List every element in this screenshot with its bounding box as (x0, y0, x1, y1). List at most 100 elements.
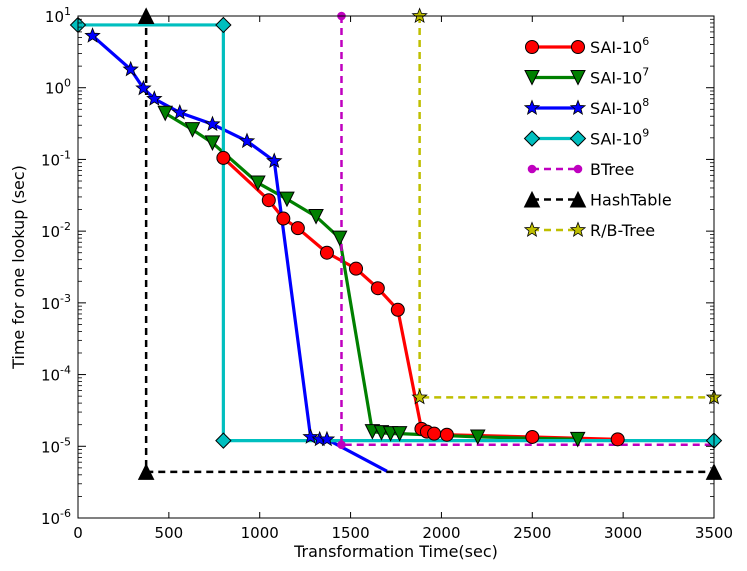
x-tick-label: 0 (73, 524, 83, 542)
x-tick-label: 3000 (604, 524, 642, 542)
legend-marker-6 (569, 221, 587, 237)
legend-marker-2 (569, 99, 587, 115)
data-point-6-1 (411, 388, 428, 405)
legend-marker-3 (569, 130, 587, 147)
data-point-1-6 (331, 230, 348, 247)
data-point-1-5 (308, 209, 324, 225)
y-tick-exponent: 1 (64, 5, 71, 18)
series-line-5 (144, 16, 714, 474)
x-tick-label: 2500 (513, 524, 551, 542)
data-point-0-2 (276, 211, 291, 226)
data-point-6-0 (411, 7, 428, 23)
plot-frame (77, 15, 715, 519)
data-point-1-10 (391, 426, 408, 442)
x-tick-label: 1000 (241, 524, 279, 542)
data-point-0-13 (610, 432, 625, 447)
legend-marker-5 (523, 190, 541, 208)
y-tick-exponent: -1 (60, 148, 71, 161)
legend-marker-0 (571, 40, 585, 54)
y-tick-label: 10-6 (41, 507, 71, 528)
data-point-2-2 (135, 79, 152, 96)
legend-marker-6 (523, 221, 541, 237)
y-tick-base: 10 (41, 367, 60, 385)
data-point-3-2 (215, 432, 232, 449)
series-line-3 (78, 23, 714, 443)
data-point-0-5 (349, 261, 364, 276)
data-point-2-0 (84, 27, 101, 43)
y-tick-exponent: 0 (64, 77, 71, 90)
y-tick-label: 10-5 (41, 435, 71, 456)
legend-marker-4 (527, 164, 537, 174)
y-tick-exponent: -6 (60, 507, 71, 520)
y-tick-label: 100 (45, 77, 71, 98)
legend-marker-3 (523, 130, 541, 147)
data-point-1-11 (469, 429, 486, 446)
y-tick-exponent: -4 (60, 364, 71, 377)
legend-marker-5 (569, 190, 587, 208)
data-point-2-7 (266, 152, 283, 168)
x-tick-label: 3500 (695, 524, 733, 542)
y-tick-base: 10 (41, 223, 60, 241)
y-tick-label: 101 (45, 5, 71, 26)
legend-label-0: SAI-106 (590, 35, 649, 57)
legend-label-4: BTree (590, 160, 634, 179)
y-tick-base: 10 (45, 8, 64, 26)
data-point-1-2 (204, 135, 221, 152)
data-point-0-1 (261, 193, 276, 208)
y-tick-label: 10-2 (41, 220, 71, 241)
data-point-0-0 (216, 150, 231, 165)
marker-layer (69, 7, 723, 480)
y-tick-base: 10 (41, 151, 60, 169)
y-tick-label: 10-4 (41, 364, 71, 385)
data-point-2-1 (122, 60, 139, 77)
legend-label-2: SAI-108 (590, 96, 649, 118)
x-tick-label: 1500 (331, 524, 369, 542)
y-tick-label: 10-1 (41, 148, 71, 169)
legend-marker-1 (570, 70, 586, 86)
data-point-4-1 (337, 440, 346, 450)
legend-marker-2 (523, 99, 541, 115)
y-tick-base: 10 (45, 80, 64, 98)
y-axis-label: Time for one lookup (sec) (9, 165, 28, 370)
legend-marker-4 (573, 164, 583, 174)
y-tick-base: 10 (41, 295, 60, 313)
data-point-1-1 (184, 122, 201, 138)
x-tick-label: 500 (155, 524, 184, 542)
data-point-0-12 (525, 429, 540, 444)
x-axis-label: Transformation Time(sec) (293, 542, 498, 561)
data-point-2-10 (318, 430, 336, 447)
data-point-0-6 (370, 281, 385, 296)
data-point-0-11 (439, 427, 454, 442)
legend-label-6: R/B-Tree (590, 221, 655, 240)
y-tick-base: 10 (41, 438, 60, 456)
legend: SAI-106 SAI-107 SAI-108 SAI-109 BTree HashTab… (523, 35, 672, 240)
legend-label-1: SAI-107 (590, 66, 649, 88)
legend-marker-0 (525, 40, 539, 54)
data-point-0-7 (390, 302, 405, 317)
y-tick-label: 10-3 (41, 292, 71, 313)
y-tick-base: 10 (41, 510, 60, 528)
legend-label-5: HashTable (590, 191, 672, 210)
data-point-0-10 (427, 426, 442, 441)
data-point-1-12 (569, 431, 586, 448)
data-point-3-1 (215, 16, 232, 34)
x-tick-labels: 0 500 1000 1500 2000 2500 3000 3500 (73, 524, 733, 542)
data-point-2-5 (204, 115, 221, 132)
data-point-0-4 (319, 245, 334, 260)
y-tick-exponent: -3 (60, 292, 71, 305)
legend-marker-1 (524, 70, 540, 86)
series-line-6 (418, 16, 714, 399)
series-line-4 (340, 16, 714, 447)
data-point-5-1 (137, 463, 155, 480)
legend-label-3: SAI-109 (590, 127, 649, 149)
y-tick-exponent: -2 (60, 220, 71, 233)
data-point-1-0 (157, 105, 174, 122)
data-point-2-8 (302, 428, 319, 444)
data-point-2-3 (146, 90, 163, 106)
data-point-1-3 (250, 175, 266, 192)
data-point-0-3 (290, 221, 305, 236)
data-point-1-4 (279, 191, 295, 208)
y-tick-exponent: -5 (60, 435, 71, 448)
